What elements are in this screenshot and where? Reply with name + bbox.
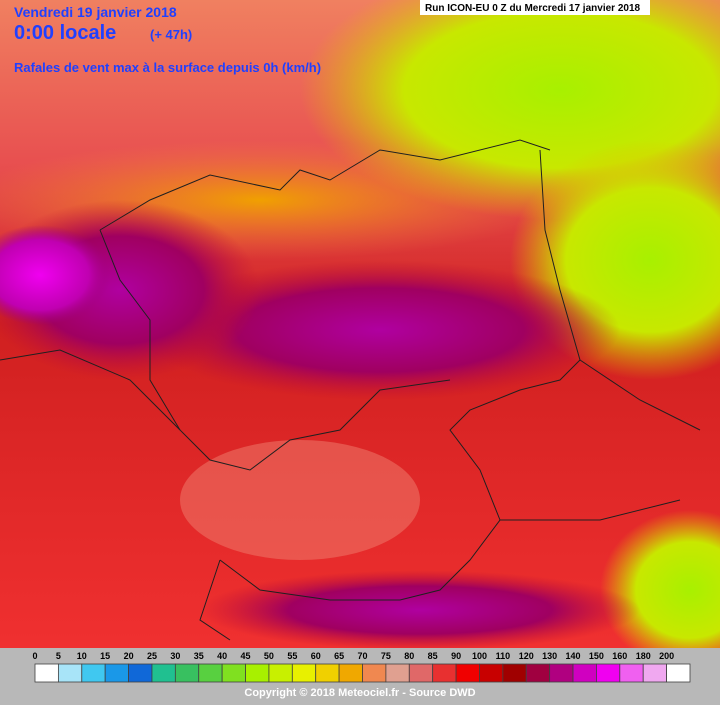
field-pink (180, 440, 420, 560)
legend-swatch (104, 663, 129, 683)
legend-label: 25 (147, 651, 157, 661)
legend-label: 130 (542, 651, 557, 661)
legend-swatch (338, 663, 363, 683)
copyright: Copyright © 2018 Meteociel.fr - Source D… (244, 687, 475, 699)
legend-label: 5 (56, 651, 61, 661)
parameter-title: Rafales de vent max à la surface depuis … (14, 60, 321, 75)
run-info: Run ICON-EU 0 Z du Mercredi 17 janvier 2… (425, 3, 641, 14)
legend-label: 150 (589, 651, 604, 661)
legend-swatch (128, 663, 153, 683)
legend-label: 75 (381, 651, 391, 661)
legend: 0 5 10 15 20 25 30 35 40 45 50 55 60 65 70 75 80 85 90 100 1… (32, 651, 691, 683)
legend-label: 15 (100, 651, 110, 661)
legend-swatch (549, 663, 574, 683)
legend-swatch (291, 663, 317, 683)
legend-label: 80 (404, 651, 414, 661)
legend-swatch (596, 663, 621, 683)
field-purple-alps (200, 570, 640, 650)
forecast-lead: (+ 47h) (150, 27, 192, 42)
legend-label: 20 (124, 651, 134, 661)
legend-swatch (57, 663, 83, 683)
legend-label: 30 (170, 651, 180, 661)
field-green-southeast (600, 510, 720, 670)
legend-label: 140 (566, 651, 581, 661)
forecast-time: 0:00 locale (14, 22, 116, 44)
legend-swatch (502, 663, 527, 683)
legend-label: 200 (659, 651, 674, 661)
legend-swatch (198, 663, 223, 683)
legend-swatch (268, 663, 293, 683)
legend-label: 100 (472, 651, 487, 661)
legend-swatch (34, 663, 59, 683)
legend-label: 65 (334, 651, 344, 661)
borders (0, 139, 701, 641)
legend-label: 110 (496, 651, 511, 661)
legend-swatch (221, 663, 246, 683)
field-purple (140, 260, 620, 400)
legend-label: 0 (32, 651, 37, 661)
legend-label: 50 (264, 651, 274, 661)
legend-swatch (572, 663, 597, 683)
legend-swatch (315, 663, 340, 683)
legend-swatch (479, 663, 504, 683)
legend-label: 40 (217, 651, 227, 661)
legend-swatch (245, 663, 270, 683)
legend-swatch (362, 663, 387, 683)
legend-label: 45 (241, 651, 251, 661)
legend-label: 180 (636, 651, 651, 661)
legend-swatch (432, 663, 457, 683)
legend-swatch (174, 663, 200, 683)
legend-label: 55 (287, 651, 297, 661)
legend-label: 160 (612, 651, 627, 661)
legend-label: 70 (357, 651, 367, 661)
legend-swatch (408, 663, 434, 683)
forecast-date: Vendredi 19 janvier 2018 (14, 4, 177, 20)
run-box (420, 0, 650, 15)
legend-label: 35 (194, 651, 204, 661)
legend-label: 10 (77, 651, 87, 661)
legend-label: 90 (451, 651, 461, 661)
legend-swatch (619, 663, 644, 683)
legend-swatch (455, 663, 480, 683)
legend-swatch (81, 663, 106, 683)
legend-label: 85 (428, 651, 438, 661)
legend-swatch (525, 663, 551, 683)
legend-label: 60 (311, 651, 321, 661)
legend-swatch (666, 663, 691, 683)
field-magenta (0, 225, 110, 325)
legend-swatch (642, 663, 668, 683)
legend-swatch (151, 663, 176, 683)
legend-label: 120 (519, 651, 534, 661)
legend-swatch (385, 663, 410, 683)
